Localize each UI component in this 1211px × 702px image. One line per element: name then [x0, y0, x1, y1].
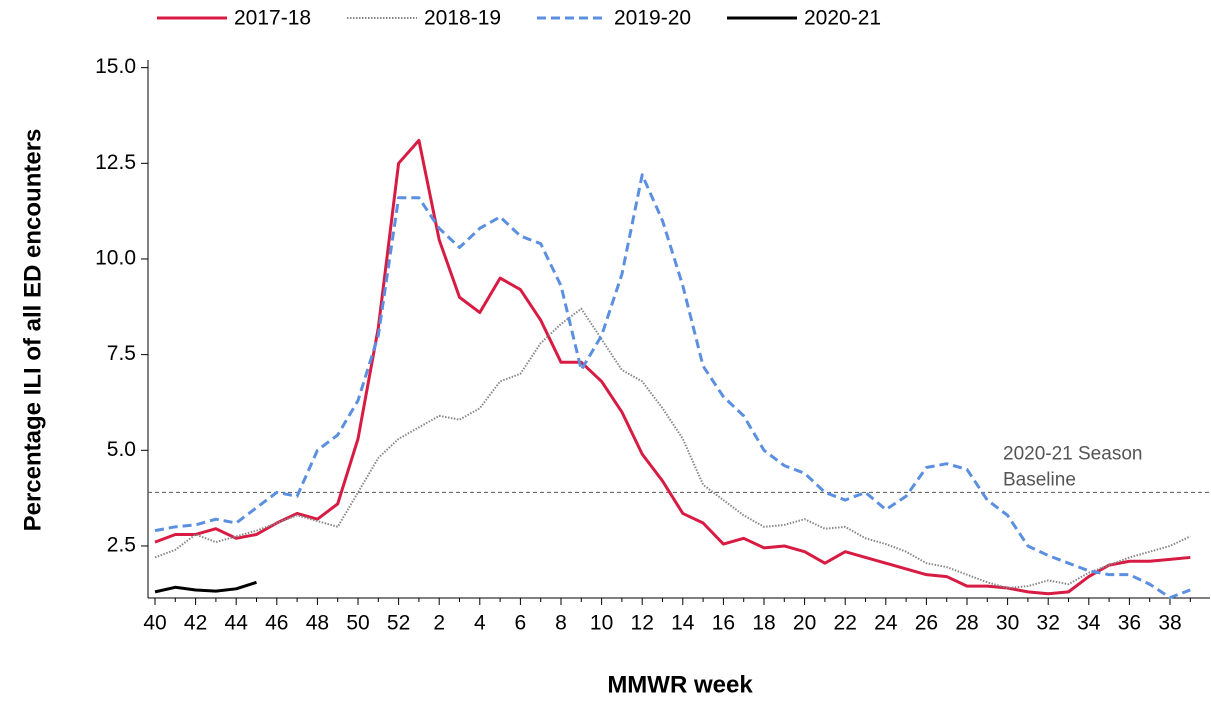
x-tick-label: 26 [915, 612, 938, 635]
x-tick-label: 28 [955, 612, 978, 635]
x-tick-label: 38 [1158, 612, 1181, 635]
series-line [154, 138, 1191, 596]
x-tick-label: 4 [474, 612, 486, 635]
x-tick-label: 42 [184, 612, 207, 635]
legend-label: 2019-20 [614, 7, 691, 30]
x-tick-label: 24 [874, 612, 898, 635]
y-tick-label: 7.5 [107, 342, 136, 365]
series-line [154, 580, 257, 594]
x-tick-label: 48 [306, 612, 329, 635]
baseline-label: 2020-21 Season [1003, 443, 1142, 464]
y-tick-label: 15.0 [95, 55, 136, 78]
x-tick-label: 52 [387, 612, 410, 635]
x-axis-label: MMWR week [607, 671, 753, 698]
legend-label: 2020-21 [804, 7, 881, 30]
baseline-label: Baseline [1003, 469, 1076, 490]
x-tick-label: 6 [515, 612, 527, 635]
x-tick-label: 32 [1037, 612, 1060, 635]
y-axis-label: Percentage ILI of all ED encounters [19, 129, 46, 532]
x-tick-label: 14 [671, 612, 695, 635]
x-tick-label: 8 [555, 612, 567, 635]
x-tick-label: 18 [752, 612, 775, 635]
y-tick-label: 5.0 [107, 438, 136, 461]
x-tick-label: 34 [1077, 612, 1101, 635]
series-line [154, 173, 1191, 600]
x-tick-label: 36 [1118, 612, 1141, 635]
y-tick-label: 12.5 [95, 151, 136, 174]
x-tick-label: 20 [793, 612, 816, 635]
series-line [154, 307, 1191, 590]
x-tick-label: 40 [143, 612, 166, 635]
y-tick-label: 10.0 [95, 247, 136, 270]
x-tick-label: 22 [834, 612, 857, 635]
legend-label: 2017-18 [234, 7, 311, 30]
x-tick-label: 30 [996, 612, 1019, 635]
x-tick-label: 2 [433, 612, 445, 635]
x-tick-label: 44 [225, 612, 249, 635]
x-tick-label: 16 [712, 612, 735, 635]
legend-label: 2018-19 [424, 7, 501, 30]
x-tick-label: 12 [631, 612, 654, 635]
y-tick-label: 2.5 [107, 534, 136, 557]
x-tick-label: 50 [346, 612, 369, 635]
x-tick-label: 10 [590, 612, 613, 635]
x-tick-label: 46 [265, 612, 288, 635]
